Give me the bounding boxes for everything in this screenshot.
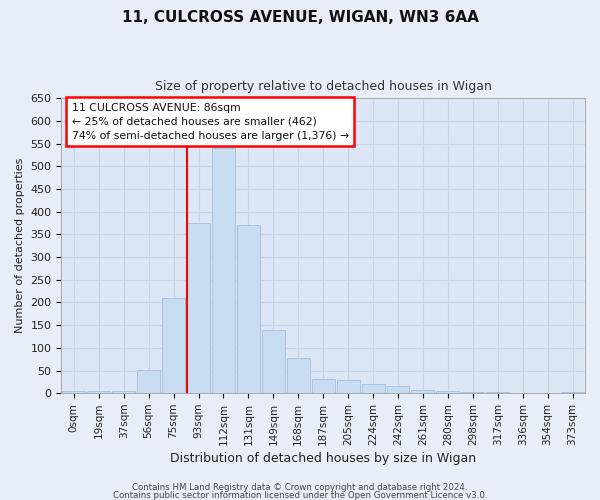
X-axis label: Distribution of detached houses by size in Wigan: Distribution of detached houses by size … [170,452,476,465]
Bar [561,392,584,393]
Bar [312,378,335,393]
Bar [412,390,434,393]
Bar [137,370,160,393]
Bar [112,392,135,393]
Title: Size of property relative to detached houses in Wigan: Size of property relative to detached ho… [155,80,491,93]
Bar [187,223,210,393]
Bar [362,384,385,393]
Text: Contains public sector information licensed under the Open Government Licence v3: Contains public sector information licen… [113,490,487,500]
Bar [461,392,484,393]
Bar [386,386,409,393]
Bar [436,391,460,393]
Text: 11, CULCROSS AVENUE, WIGAN, WN3 6AA: 11, CULCROSS AVENUE, WIGAN, WN3 6AA [122,10,478,25]
Text: 11 CULCROSS AVENUE: 86sqm
← 25% of detached houses are smaller (462)
74% of semi: 11 CULCROSS AVENUE: 86sqm ← 25% of detac… [72,103,349,141]
Bar [262,330,285,393]
Bar [486,392,509,393]
Bar [237,226,260,393]
Text: Contains HM Land Registry data © Crown copyright and database right 2024.: Contains HM Land Registry data © Crown c… [132,484,468,492]
Bar [88,392,110,393]
Bar [337,380,359,393]
Bar [162,298,185,393]
Bar [62,391,85,393]
Y-axis label: Number of detached properties: Number of detached properties [15,158,25,334]
Bar [212,148,235,393]
Bar [287,358,310,393]
